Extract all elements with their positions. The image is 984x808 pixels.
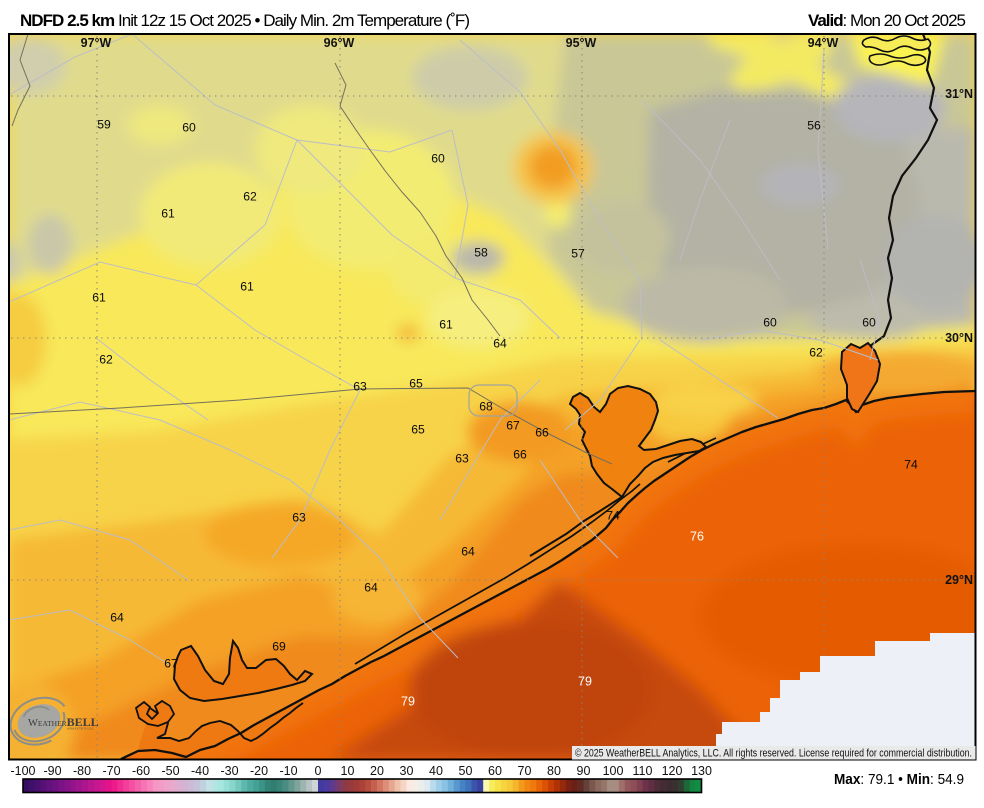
svg-text:110: 110 (633, 764, 653, 778)
svg-text:64: 64 (110, 611, 124, 625)
svg-text:31°N: 31°N (945, 87, 973, 101)
svg-text:66: 66 (513, 448, 527, 462)
svg-text:64: 64 (493, 337, 507, 351)
svg-text:Max: 79.1 • Min: 54.9: Max: 79.1 • Min: 54.9 (834, 771, 964, 788)
svg-text:90: 90 (577, 764, 591, 778)
svg-text:0: 0 (315, 764, 322, 778)
svg-text:63: 63 (292, 511, 306, 525)
svg-text:NDFD 2.5 km Init 12z 15 Oct 20: NDFD 2.5 km Init 12z 15 Oct 2025 • Daily… (20, 11, 470, 30)
svg-text:61: 61 (240, 280, 254, 294)
svg-text:-10: -10 (279, 764, 297, 778)
svg-text:100: 100 (603, 764, 624, 778)
svg-text:59: 59 (97, 118, 111, 132)
svg-text:79: 79 (401, 695, 415, 709)
svg-text:66: 66 (535, 426, 549, 440)
svg-text:20: 20 (370, 764, 384, 778)
svg-text:-40: -40 (191, 764, 209, 778)
svg-text:58: 58 (474, 246, 488, 260)
svg-text:63: 63 (353, 380, 367, 394)
svg-text:70: 70 (518, 764, 532, 778)
svg-text:79: 79 (578, 675, 592, 689)
svg-text:67: 67 (506, 419, 520, 433)
svg-text:61: 61 (439, 318, 453, 332)
svg-text:Valid: Mon 20 Oct 2025: Valid: Mon 20 Oct 2025 (808, 11, 966, 30)
svg-text:60: 60 (182, 121, 196, 135)
svg-text:68: 68 (479, 400, 493, 414)
svg-text:65: 65 (411, 423, 425, 437)
svg-text:30: 30 (400, 764, 414, 778)
svg-text:80: 80 (547, 764, 561, 778)
svg-text:56: 56 (807, 119, 821, 133)
svg-text:96°W: 96°W (324, 36, 355, 50)
svg-text:63: 63 (455, 452, 469, 466)
svg-text:29°N: 29°N (945, 573, 973, 587)
svg-text:60: 60 (431, 152, 445, 166)
svg-text:94°W: 94°W (808, 36, 839, 50)
svg-text:60: 60 (862, 316, 876, 330)
svg-text:-80: -80 (73, 764, 91, 778)
svg-text:61: 61 (92, 291, 106, 305)
svg-text:-70: -70 (102, 764, 120, 778)
svg-text:ANALYTICS LLC: ANALYTICS LLC (67, 727, 95, 731)
svg-text:74: 74 (904, 458, 918, 472)
svg-text:74: 74 (606, 509, 620, 523)
svg-text:130: 130 (691, 764, 712, 778)
svg-text:© 2025 WeatherBELL Analytics,: © 2025 WeatherBELL Analytics, LLC. All r… (575, 748, 972, 760)
svg-text:62: 62 (99, 353, 113, 367)
svg-text:50: 50 (459, 764, 473, 778)
svg-text:97°W: 97°W (81, 36, 112, 50)
svg-text:10: 10 (341, 764, 355, 778)
svg-text:-100: -100 (10, 764, 35, 778)
svg-text:-90: -90 (43, 764, 61, 778)
svg-text:30°N: 30°N (945, 331, 973, 345)
svg-text:62: 62 (243, 190, 257, 204)
svg-text:60: 60 (763, 316, 777, 330)
svg-text:-30: -30 (220, 764, 238, 778)
svg-text:60: 60 (488, 764, 502, 778)
svg-text:61: 61 (161, 207, 175, 221)
svg-text:-20: -20 (250, 764, 268, 778)
svg-text:95°W: 95°W (566, 36, 597, 50)
svg-text:WEATHERBELL: WEATHERBELL (28, 715, 99, 729)
svg-text:57: 57 (571, 247, 585, 261)
svg-text:64: 64 (364, 581, 378, 595)
svg-text:69: 69 (272, 640, 286, 654)
svg-text:67: 67 (164, 657, 178, 671)
svg-text:-60: -60 (132, 764, 150, 778)
svg-text:40: 40 (429, 764, 443, 778)
svg-text:120: 120 (662, 764, 683, 778)
svg-text:64: 64 (461, 545, 475, 559)
svg-text:-50: -50 (161, 764, 179, 778)
svg-text:62: 62 (809, 346, 823, 360)
svg-text:76: 76 (690, 530, 704, 544)
svg-text:65: 65 (409, 377, 423, 391)
